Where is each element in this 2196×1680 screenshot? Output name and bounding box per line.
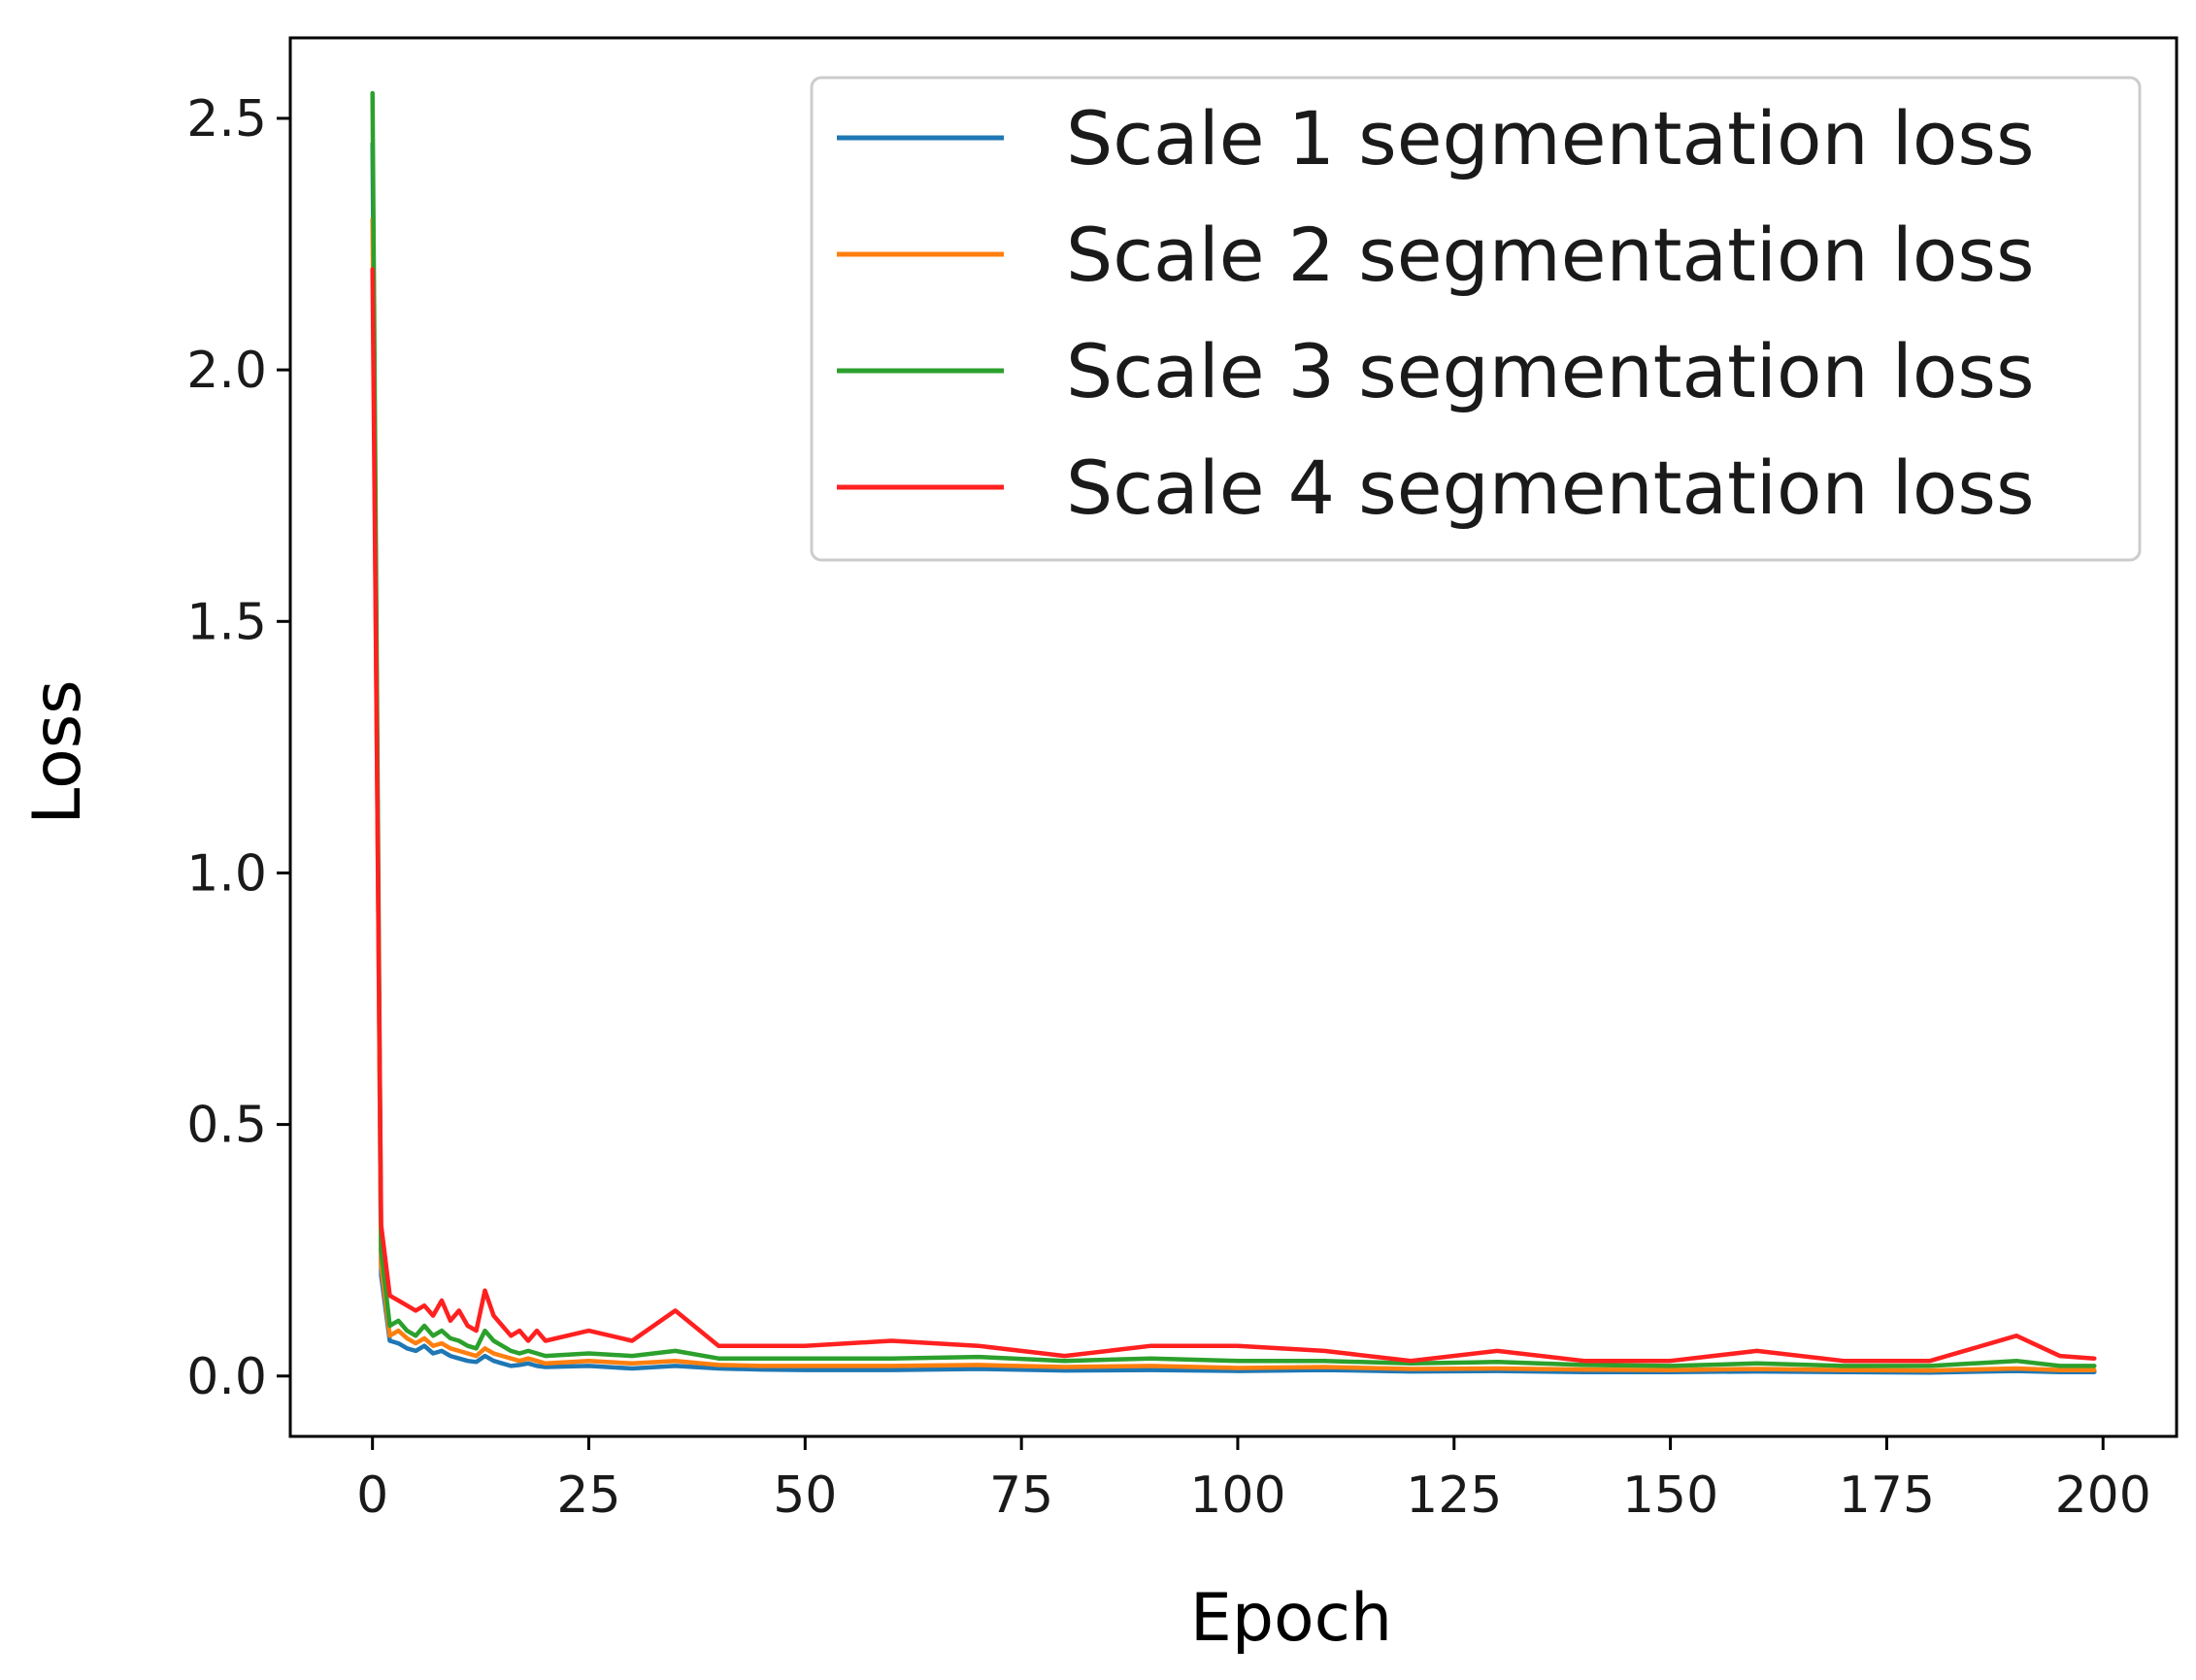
series-line-scale-2 (370, 216, 2097, 1373)
y-axis-ticks: 0.0 0.5 1.0 1.5 2.0 2.5 (186, 90, 290, 1406)
legend-frame (810, 76, 2142, 562)
y-tick-label: 1.5 (186, 593, 267, 651)
x-tick-label: 150 (1622, 1466, 1718, 1525)
x-tick-label: 50 (773, 1466, 837, 1525)
y-tick-label: 2.0 (186, 342, 267, 400)
series-line-scale-4 (370, 267, 2097, 1364)
series-layer (370, 90, 2097, 1375)
x-tick-label: 0 (356, 1466, 388, 1525)
x-axis-title: Epoch (1190, 1580, 1392, 1657)
legend: Scale 1 segmentation loss Scale 2 segment… (810, 76, 2142, 562)
legend-label-scale-2: Scale 2 segmentation loss (1066, 212, 2035, 298)
x-axis-ticks: 0 25 50 75 100 125 150 175 200 (356, 1436, 2151, 1525)
x-tick-label: 200 (2055, 1466, 2151, 1525)
x-tick-label: 100 (1189, 1466, 1285, 1525)
x-tick-label: 175 (1839, 1466, 1935, 1525)
y-tick-label: 1.0 (186, 844, 267, 903)
legend-label-scale-1: Scale 1 segmentation loss (1066, 95, 2035, 181)
axes-frame (288, 36, 2179, 1438)
legend-entries: Scale 1 segmentation loss Scale 2 segment… (837, 95, 2035, 531)
series-line-scale-1 (370, 141, 2097, 1375)
x-tick-label: 125 (1406, 1466, 1502, 1525)
x-tick-label: 25 (556, 1466, 620, 1525)
legend-label-scale-3: Scale 3 segmentation loss (1066, 328, 2035, 414)
series-line-scale-3 (370, 90, 2097, 1368)
x-tick-label: 75 (989, 1466, 1053, 1525)
y-tick-label: 0.0 (186, 1348, 267, 1406)
y-axis-title: Loss (19, 679, 96, 824)
plot-area (288, 36, 2179, 1438)
y-tick-label: 0.5 (186, 1097, 267, 1155)
y-tick-label: 2.5 (186, 90, 267, 148)
legend-label-scale-4: Scale 4 segmentation loss (1066, 445, 2035, 531)
